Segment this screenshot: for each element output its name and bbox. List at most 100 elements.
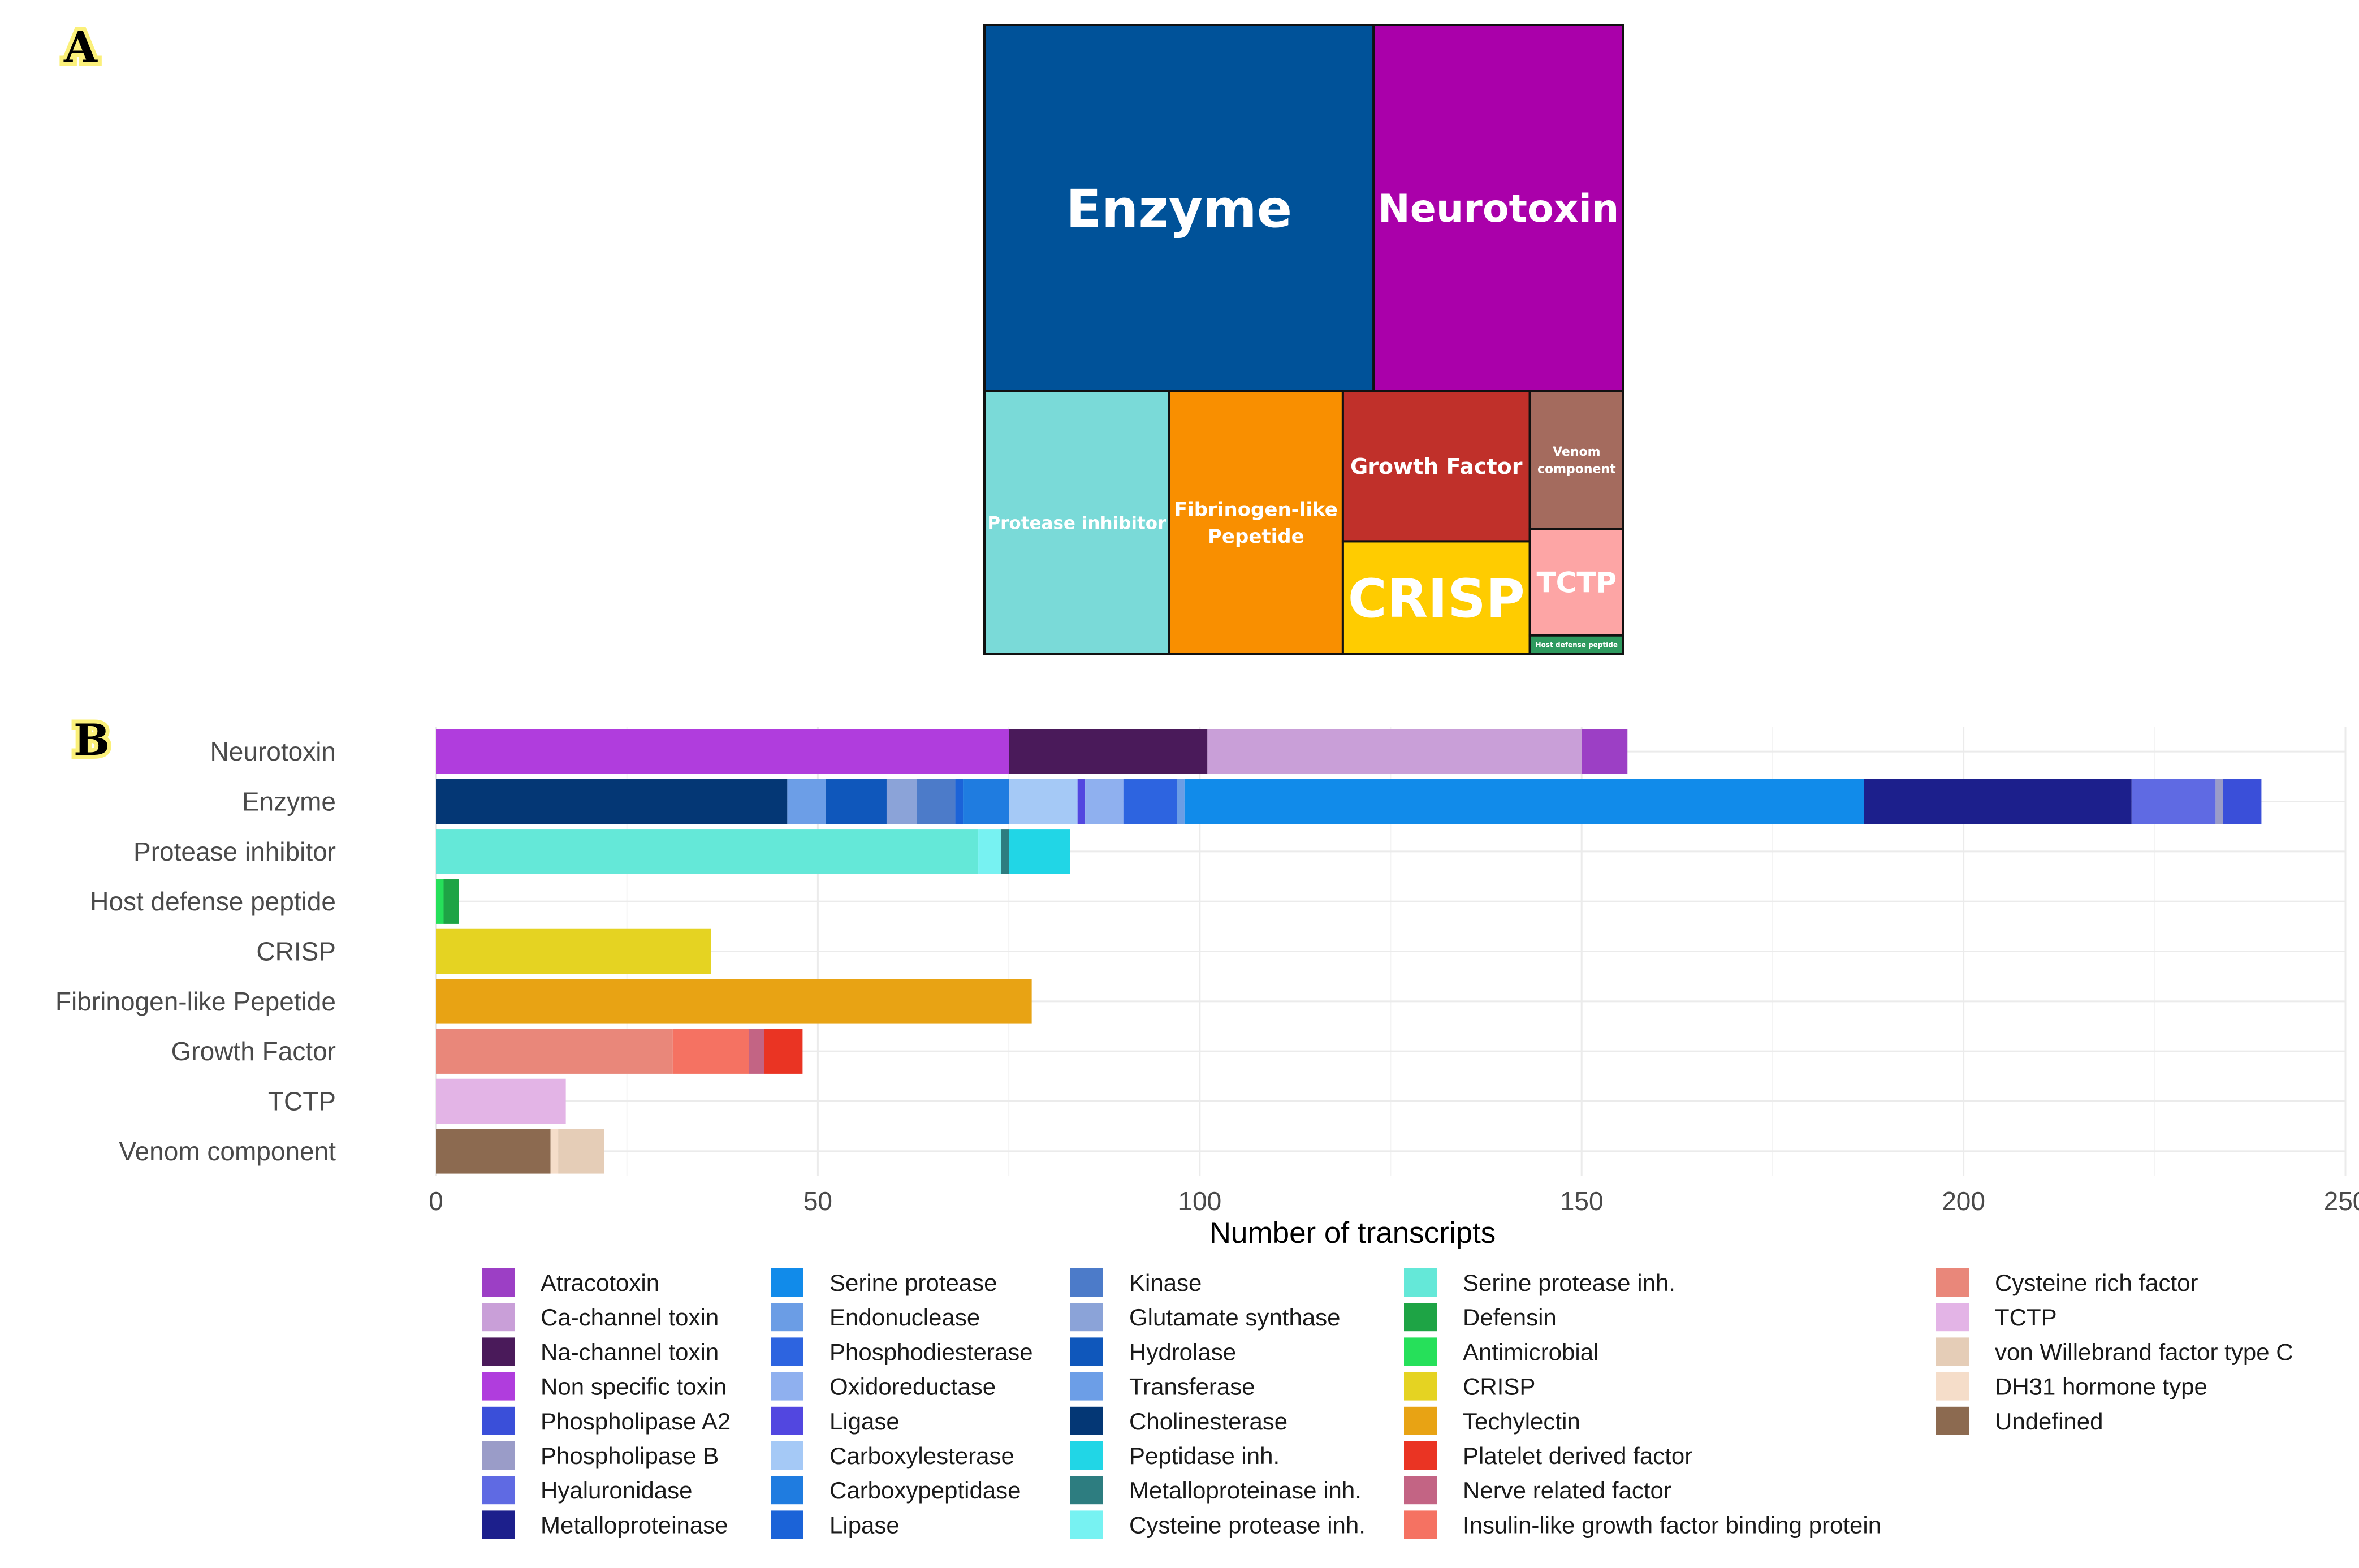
legend-label-crisp: CRISP (1463, 1373, 1535, 1400)
bar-segment-protease-inhibitor-metalloproteinase-inh (1001, 829, 1009, 874)
bar-segment-enzyme-hydrolase (825, 779, 887, 824)
legend-swatch-undefined (1936, 1406, 1969, 1435)
bar-segment-enzyme-phospholipase-a2 (2223, 779, 2262, 824)
bar-segment-enzyme-carboxypeptidase (963, 779, 1009, 824)
legend-swatch-techylectin (1404, 1406, 1437, 1435)
legend-swatch-endonuclease (771, 1303, 803, 1332)
legend-swatch-hydrolase (1070, 1337, 1103, 1366)
treemap-tile-fibrinogen-like-pepetide (1168, 390, 1344, 655)
legend-label-peptidase-inh: Peptidase inh. (1129, 1442, 1280, 1469)
treemap-label-host-defense-peptide: Host defense peptide (1536, 641, 1618, 649)
legend-label-carboxypeptidase: Carboxypeptidase (829, 1477, 1021, 1504)
treemap-label-venom-component: Venom component (1537, 445, 1616, 477)
legend-swatch-carboxylesterase (771, 1441, 803, 1470)
treemap-tile-protease-inhibitor (983, 390, 1170, 655)
panel-label-b: B (74, 715, 110, 765)
legend-label-insulin-like-growth-factor-binding-protein: Insulin-like growth factor binding prote… (1463, 1511, 1881, 1538)
legend-swatch-metalloproteinase-inh (1070, 1476, 1103, 1505)
treemap-tile-growth-factor (1341, 390, 1531, 543)
bar-segment-enzyme-serine-protease (1184, 779, 1864, 824)
legend-label-metalloproteinase-inh: Metalloproteinase inh. (1129, 1477, 1362, 1504)
legend-label-hydrolase: Hydrolase (1129, 1338, 1236, 1365)
treemap-tile-enzyme (983, 24, 1375, 392)
bar-segment-enzyme-endonuclease (1177, 779, 1185, 824)
category-label-fibrinogen-like-pepetide: Fibrinogen-like Pepetide (55, 987, 336, 1016)
x-tick-label: 200 (1942, 1186, 1985, 1216)
category-label-protease-inhibitor: Protease inhibitor (133, 837, 336, 866)
legend-swatch-phospholipase-b (482, 1441, 515, 1470)
legend-swatch-ligase (771, 1406, 803, 1435)
bar-segment-host-defense-peptide-defensin (443, 879, 459, 924)
treemap-label-growth-factor: Growth Factor (1350, 454, 1523, 479)
bar-segment-crisp-crisp (436, 928, 711, 974)
category-label-host-defense-peptide: Host defense peptide (90, 887, 336, 916)
bar-segment-neurotoxin-atracotoxin (1582, 729, 1628, 774)
bar-segment-host-defense-peptide-antimicrobial (436, 879, 444, 924)
x-tick-label: 50 (803, 1186, 832, 1216)
treemap-label-tctp: TCTP (1537, 567, 1617, 599)
legend-label-phospholipase-b: Phospholipase B (541, 1442, 719, 1469)
bar-segment-neurotoxin-na-channel-toxin (1009, 729, 1208, 774)
legend-swatch-nerve-related-factor (1404, 1476, 1437, 1505)
category-label-enzyme: Enzyme (242, 787, 336, 817)
legend-swatch-non-specific-toxin (482, 1372, 515, 1401)
bar-segment-enzyme-cholinesterase (436, 779, 788, 824)
legend-label-phospholipase-a2: Phospholipase A2 (541, 1408, 731, 1435)
legend-label-na-channel-toxin: Na-channel toxin (541, 1338, 719, 1365)
category-label-crisp: CRISP (256, 937, 336, 966)
bar-segment-growth-factor-insulin-like-growth-factor-binding-protein (672, 1029, 749, 1074)
legend-label-oxidoreductase: Oxidoreductase (829, 1373, 996, 1400)
x-axis-title: Number of transcripts (1209, 1216, 1496, 1250)
x-tick-label: 150 (1560, 1186, 1604, 1216)
category-label-tctp: TCTP (268, 1087, 336, 1116)
legend-swatch-platelet-derived-factor (1404, 1441, 1437, 1470)
legend-label-cholinesterase: Cholinesterase (1129, 1408, 1287, 1435)
legend-swatch-transferase (1070, 1372, 1103, 1401)
bar-segment-growth-factor-nerve-related-factor (749, 1029, 764, 1074)
treemap-label-fibrinogen-like-pepetide: Fibrinogen-like Pepetide (1174, 499, 1338, 548)
legend-swatch-hyaluronidase (482, 1476, 515, 1505)
bar-segment-protease-inhibitor-serine-protease-inh (436, 829, 979, 874)
x-tick-label: 0 (429, 1186, 443, 1216)
bar-segment-enzyme-phosphodiesterase (1123, 779, 1177, 824)
legend-swatch-tctp (1936, 1303, 1969, 1332)
legend-swatch-ca-channel-toxin (482, 1303, 515, 1332)
legend-label-glutamate-synthase: Glutamate synthase (1129, 1304, 1341, 1331)
bar-segment-tctp-tctp (436, 1078, 566, 1124)
legend-label-tctp: TCTP (1995, 1304, 2057, 1331)
legend-label-dh31-hormone-type: DH31 hormone type (1995, 1373, 2207, 1400)
bar-segment-enzyme-phospholipase-b (2215, 779, 2223, 824)
bar-segment-enzyme-hyaluronidase (2131, 779, 2216, 824)
legend-swatch-glutamate-synthase (1070, 1303, 1103, 1332)
bar-segment-neurotoxin-ca-channel-toxin (1207, 729, 1582, 774)
legend-label-lipase: Lipase (829, 1511, 900, 1538)
legend-label-serine-protease-inh: Serine protease inh. (1463, 1269, 1675, 1296)
legend-swatch-insulin-like-growth-factor-binding-protein (1404, 1510, 1437, 1539)
bar-segment-venom-component-von-willebrand-factor-type-c (558, 1129, 604, 1174)
bar-segment-growth-factor-cysteine-rich-factor (436, 1029, 673, 1074)
bar-segment-enzyme-carboxylesterase (1009, 779, 1078, 824)
bar-segment-protease-inhibitor-peptidase-inh (1009, 829, 1070, 874)
legend-swatch-von-willebrand-factor-type-c (1936, 1337, 1969, 1366)
treemap-tile-host-defense-peptide (1528, 634, 1624, 655)
legend-swatch-lipase (771, 1510, 803, 1539)
treemap-label-enzyme: Enzyme (1066, 179, 1292, 239)
x-tick-label: 100 (1178, 1186, 1221, 1216)
bar-segment-fibrinogen-like-pepetide-techylectin (436, 979, 1032, 1024)
legend-swatch-cysteine-protease-inh (1070, 1510, 1103, 1539)
bar-segment-protease-inhibitor-cysteine-protease-inh (978, 829, 1001, 874)
legend-label-undefined: Undefined (1995, 1408, 2103, 1435)
category-label-neurotoxin: Neurotoxin (210, 737, 336, 766)
legend-label-von-willebrand-factor-type-c: von Willebrand factor type C (1995, 1338, 2293, 1365)
legend-label-antimicrobial: Antimicrobial (1463, 1338, 1598, 1365)
legend-swatch-dh31-hormone-type (1936, 1372, 1969, 1401)
legend-label-nerve-related-factor: Nerve related factor (1463, 1477, 1671, 1504)
legend-swatch-metalloproteinase (482, 1510, 515, 1539)
legend-label-cysteine-rich-factor: Cysteine rich factor (1995, 1269, 2198, 1296)
legend-swatch-serine-protease-inh (1404, 1268, 1437, 1297)
legend-swatch-defensin (1404, 1303, 1437, 1332)
treemap-tile-neurotoxin (1372, 24, 1625, 392)
legend-label-carboxylesterase: Carboxylesterase (829, 1442, 1014, 1469)
stacked-bar-panel: Neurotoxin Enzyme Protease inhibitor Host d… (55, 727, 2359, 1250)
